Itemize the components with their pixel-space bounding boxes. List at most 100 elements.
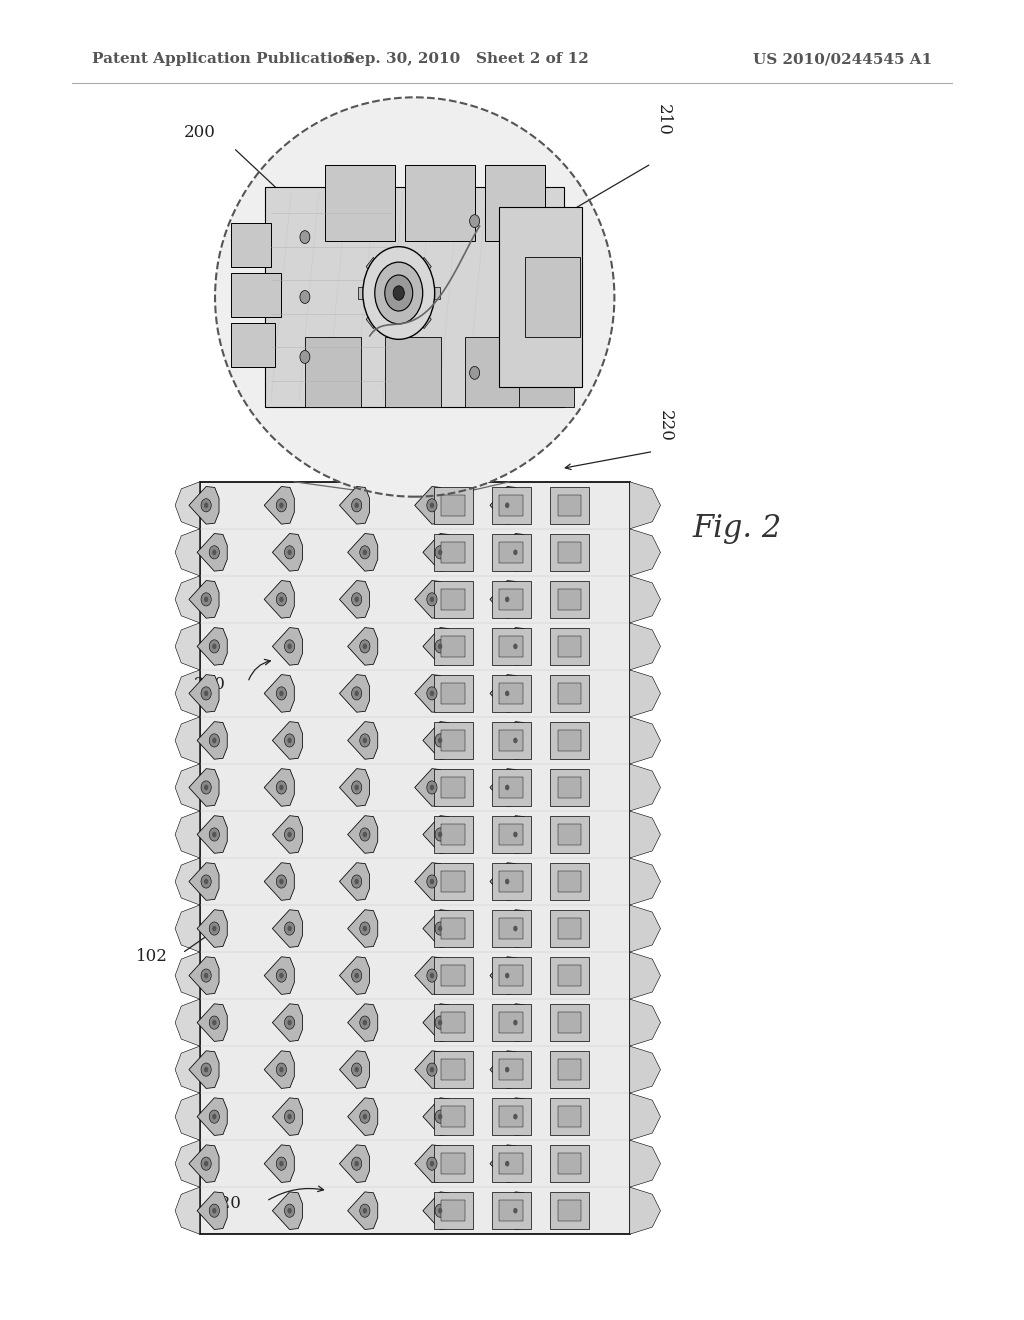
Polygon shape <box>498 627 528 665</box>
Polygon shape <box>415 863 444 900</box>
Polygon shape <box>188 675 219 713</box>
Polygon shape <box>175 1045 200 1093</box>
Circle shape <box>288 832 292 837</box>
Circle shape <box>201 686 211 700</box>
Circle shape <box>438 549 442 556</box>
Polygon shape <box>441 1059 465 1080</box>
Polygon shape <box>630 1093 660 1140</box>
Circle shape <box>427 1158 437 1171</box>
Polygon shape <box>500 965 523 986</box>
Circle shape <box>209 640 219 653</box>
Circle shape <box>427 686 437 700</box>
Circle shape <box>354 503 358 508</box>
Polygon shape <box>404 165 475 242</box>
Polygon shape <box>434 487 473 524</box>
Polygon shape <box>441 919 465 939</box>
Circle shape <box>505 1160 509 1167</box>
Circle shape <box>430 879 434 884</box>
Polygon shape <box>441 824 465 845</box>
Polygon shape <box>550 722 589 759</box>
Polygon shape <box>557 1154 582 1173</box>
Circle shape <box>276 593 287 606</box>
Circle shape <box>505 690 509 696</box>
Polygon shape <box>630 764 660 810</box>
Circle shape <box>280 1067 284 1072</box>
Polygon shape <box>493 487 530 524</box>
Circle shape <box>288 1020 292 1026</box>
Polygon shape <box>441 682 465 704</box>
Polygon shape <box>188 487 219 524</box>
Polygon shape <box>630 1045 660 1093</box>
Circle shape <box>280 690 284 696</box>
Polygon shape <box>434 722 473 759</box>
Polygon shape <box>550 1003 589 1041</box>
Circle shape <box>204 784 208 791</box>
Polygon shape <box>489 863 520 900</box>
Text: Fig. 2: Fig. 2 <box>692 512 782 544</box>
Circle shape <box>351 499 361 512</box>
Polygon shape <box>393 249 403 275</box>
Circle shape <box>359 828 370 841</box>
Polygon shape <box>423 909 453 948</box>
Polygon shape <box>493 675 530 713</box>
Polygon shape <box>175 529 200 576</box>
Polygon shape <box>500 495 523 516</box>
Polygon shape <box>500 543 523 562</box>
Circle shape <box>212 832 216 837</box>
Circle shape <box>435 921 445 935</box>
Polygon shape <box>197 722 227 759</box>
Polygon shape <box>493 1003 530 1041</box>
Circle shape <box>276 1158 287 1171</box>
Polygon shape <box>339 581 370 618</box>
Circle shape <box>209 1204 219 1217</box>
Circle shape <box>354 879 358 884</box>
Polygon shape <box>498 1192 528 1229</box>
Circle shape <box>212 925 216 932</box>
Polygon shape <box>550 1051 589 1089</box>
Polygon shape <box>434 1098 473 1135</box>
Polygon shape <box>347 533 378 572</box>
Circle shape <box>430 1160 434 1167</box>
Polygon shape <box>630 952 660 999</box>
Polygon shape <box>272 533 302 572</box>
Circle shape <box>435 1204 445 1217</box>
Circle shape <box>510 734 520 747</box>
Text: Sep. 30, 2010   Sheet 2 of 12: Sep. 30, 2010 Sheet 2 of 12 <box>343 53 589 66</box>
Circle shape <box>201 1158 211 1171</box>
Circle shape <box>505 973 509 978</box>
Polygon shape <box>420 286 439 300</box>
Circle shape <box>280 597 284 602</box>
Circle shape <box>288 644 292 649</box>
Polygon shape <box>493 627 530 665</box>
Polygon shape <box>441 543 465 562</box>
Circle shape <box>285 1204 295 1217</box>
Polygon shape <box>188 957 219 994</box>
Circle shape <box>430 784 434 791</box>
Polygon shape <box>630 1140 660 1187</box>
Polygon shape <box>264 1144 294 1183</box>
Polygon shape <box>188 863 219 900</box>
Polygon shape <box>550 1192 589 1229</box>
Polygon shape <box>264 957 294 994</box>
Polygon shape <box>493 1144 530 1183</box>
Polygon shape <box>498 909 528 948</box>
Circle shape <box>438 738 442 743</box>
Circle shape <box>354 1160 358 1167</box>
Ellipse shape <box>215 98 614 496</box>
Circle shape <box>502 499 512 512</box>
Polygon shape <box>175 482 200 529</box>
Circle shape <box>276 781 287 795</box>
Polygon shape <box>423 816 453 853</box>
Circle shape <box>362 1208 367 1213</box>
Circle shape <box>359 921 370 935</box>
Polygon shape <box>434 1192 473 1229</box>
Circle shape <box>502 1063 512 1076</box>
Circle shape <box>209 921 219 935</box>
Polygon shape <box>441 589 465 610</box>
Polygon shape <box>498 816 528 853</box>
Polygon shape <box>630 623 660 671</box>
Circle shape <box>435 1016 445 1030</box>
Polygon shape <box>550 581 589 618</box>
Polygon shape <box>188 1051 219 1089</box>
Circle shape <box>288 1114 292 1119</box>
